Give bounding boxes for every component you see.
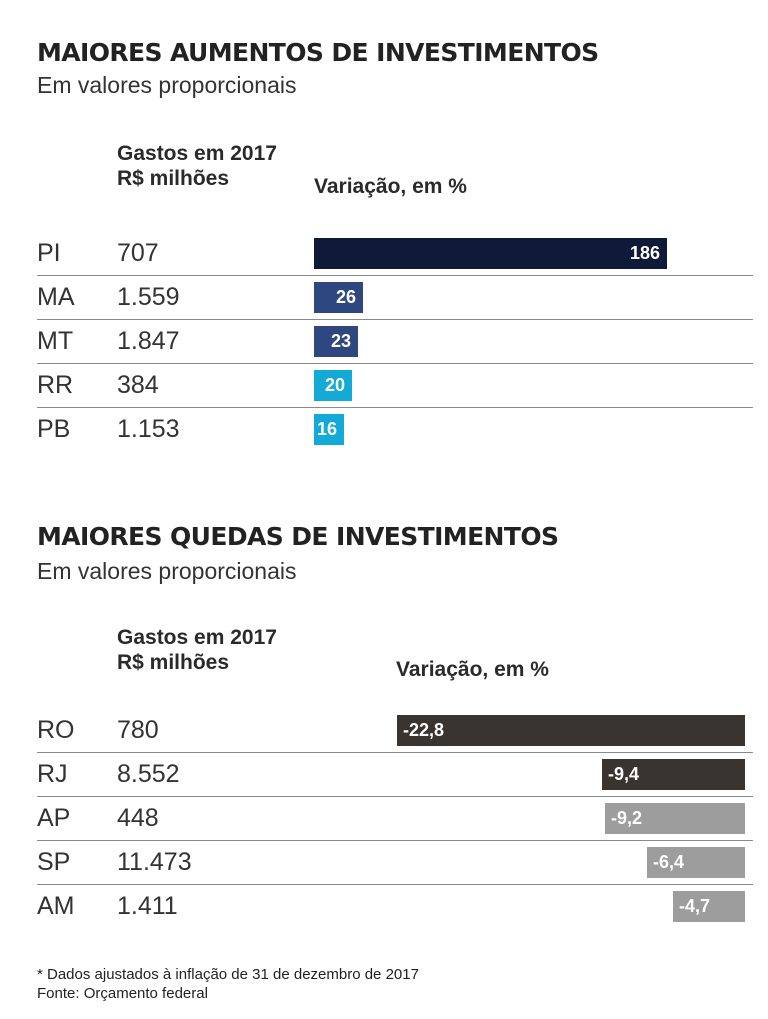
gastos-value: 780 bbox=[117, 716, 159, 744]
row-separator bbox=[37, 363, 753, 364]
bar-value-label: 16 bbox=[316, 419, 337, 439]
state-label: AP bbox=[37, 804, 71, 832]
row-separator bbox=[37, 796, 753, 797]
column-header-gastos: Gastos em 2017 R$ milhões bbox=[117, 141, 277, 191]
column-header-variacao: Variação, em % bbox=[396, 658, 549, 681]
column-header-gastos-line2: R$ milhões bbox=[117, 651, 230, 674]
bar-value-label: 26 bbox=[335, 287, 356, 307]
bar-value-label: 20 bbox=[324, 375, 345, 395]
footnote-inflation: * Dados ajustados à inflação de 31 de de… bbox=[37, 966, 419, 983]
gastos-value: 1.559 bbox=[117, 283, 180, 311]
bar-value-label: -9,4 bbox=[608, 764, 640, 784]
chart-title: MAIORES QUEDAS DE INVESTIMENTOS bbox=[37, 522, 559, 551]
gastos-value: 1.411 bbox=[117, 892, 178, 920]
bar-value-label: -9,2 bbox=[611, 808, 643, 828]
bar: -6,4 bbox=[647, 847, 745, 878]
bar-value-label: -22,8 bbox=[403, 720, 445, 740]
chart-title: MAIORES AUMENTOS DE INVESTIMENTOS bbox=[37, 38, 599, 67]
bar: 23 bbox=[314, 326, 358, 357]
chart-subtitle: Em valores proporcionais bbox=[37, 558, 297, 584]
bar-value-label: -4,7 bbox=[679, 896, 711, 916]
column-header-gastos-line1: Gastos em 2017 bbox=[117, 142, 277, 165]
gastos-value: 1.847 bbox=[117, 327, 180, 355]
bar-value-label: -6,4 bbox=[653, 852, 685, 872]
gastos-value: 1.153 bbox=[117, 415, 180, 443]
row-separator bbox=[37, 840, 753, 841]
state-label: RJ bbox=[37, 760, 68, 788]
bar-value-label: 23 bbox=[330, 331, 351, 351]
column-header-variacao: Variação, em % bbox=[314, 175, 467, 198]
row-separator bbox=[37, 884, 753, 885]
state-label: PB bbox=[37, 415, 71, 443]
bar: 26 bbox=[314, 282, 363, 313]
bar: -9,2 bbox=[605, 803, 745, 834]
bar-value-label: 186 bbox=[629, 243, 660, 263]
column-header-gastos: Gastos em 2017 R$ milhões bbox=[117, 625, 277, 675]
bar: -22,8 bbox=[397, 715, 745, 746]
bar: -4,7 bbox=[673, 891, 745, 922]
footnotes: * Dados ajustados à inflação de 31 de de… bbox=[37, 965, 419, 1003]
row-separator bbox=[37, 407, 753, 408]
gastos-value: 707 bbox=[117, 239, 159, 267]
state-label: SP bbox=[37, 848, 71, 876]
row-separator bbox=[37, 275, 753, 276]
chart-subtitle: Em valores proporcionais bbox=[37, 72, 297, 98]
bar: -9,4 bbox=[602, 759, 745, 790]
column-header-gastos-line2: R$ milhões bbox=[117, 167, 230, 190]
bar: 186 bbox=[314, 238, 667, 269]
gastos-value: 8.552 bbox=[117, 760, 180, 788]
bar: 16 bbox=[314, 414, 344, 445]
state-label: MA bbox=[37, 283, 75, 311]
state-label: MT bbox=[37, 327, 74, 355]
state-label: PI bbox=[37, 239, 61, 267]
state-label: RO bbox=[37, 716, 75, 744]
state-label: AM bbox=[37, 892, 75, 920]
row-separator bbox=[37, 752, 753, 753]
footnote-source: Fonte: Orçamento federal bbox=[37, 985, 208, 1002]
state-label: RR bbox=[37, 371, 74, 399]
row-separator bbox=[37, 319, 753, 320]
gastos-value: 448 bbox=[117, 804, 159, 832]
column-header-gastos-line1: Gastos em 2017 bbox=[117, 626, 277, 649]
gastos-value: 384 bbox=[117, 371, 159, 399]
bar: 20 bbox=[314, 370, 352, 401]
gastos-value: 11.473 bbox=[117, 848, 192, 876]
